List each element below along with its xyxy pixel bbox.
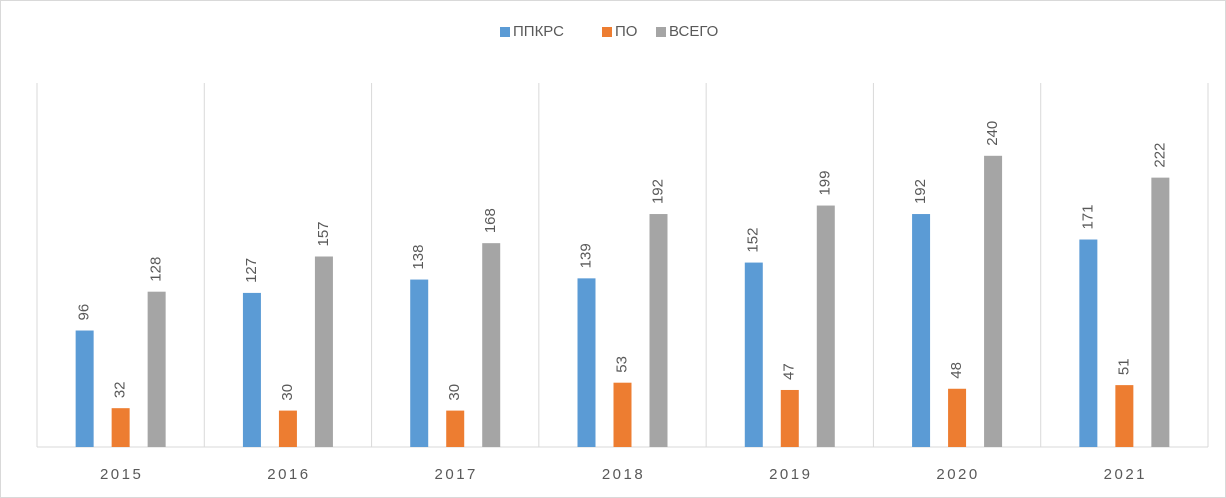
value-label: 240 [984, 121, 1001, 146]
x-tick-label: 2019 [769, 466, 812, 483]
x-tick-label: 2017 [435, 466, 478, 483]
value-label: 32 [112, 381, 129, 398]
value-label: 127 [243, 258, 260, 283]
bar [75, 330, 94, 447]
value-label: 128 [148, 257, 165, 282]
value-label: 192 [912, 179, 929, 204]
legend-label: ВСЕГО [669, 23, 718, 40]
legend-label: ПО [615, 23, 637, 40]
value-label: 139 [577, 243, 594, 268]
bar [446, 410, 465, 447]
value-label: 192 [649, 179, 666, 204]
bar [1151, 177, 1170, 447]
bar [242, 292, 261, 447]
legend-label: ППКРС [513, 23, 564, 40]
bar [780, 389, 799, 447]
x-tick-label: 2021 [1104, 466, 1147, 483]
bar [744, 262, 763, 447]
bar [577, 278, 596, 447]
value-label: 96 [76, 304, 93, 321]
value-label: 157 [315, 221, 332, 246]
x-tick-label: 2015 [100, 466, 143, 483]
bar [111, 408, 130, 447]
bar [482, 243, 501, 447]
value-label: 138 [410, 245, 427, 270]
value-label: 51 [1115, 358, 1132, 375]
bar [649, 214, 668, 447]
bar [613, 382, 632, 447]
value-label: 30 [446, 384, 463, 401]
legend-swatch [656, 27, 666, 37]
bar [410, 279, 429, 447]
bar [314, 256, 333, 447]
value-label: 30 [279, 384, 296, 401]
bar [816, 205, 835, 447]
x-tick-label: 2016 [267, 466, 310, 483]
bar [948, 388, 967, 447]
value-label: 53 [613, 356, 630, 373]
x-tick-label: 2020 [936, 466, 979, 483]
value-label: 47 [781, 363, 798, 380]
bar [278, 410, 297, 447]
value-label: 48 [948, 362, 965, 379]
value-label: 222 [1151, 143, 1168, 168]
bar [1079, 239, 1098, 447]
legend-swatch [602, 27, 612, 37]
bar [912, 214, 931, 447]
value-label: 168 [482, 208, 499, 233]
value-label: 199 [817, 171, 834, 196]
legend-swatch [500, 27, 510, 37]
bar [1115, 385, 1134, 447]
bar [984, 155, 1003, 448]
value-label: 171 [1079, 204, 1096, 229]
value-label: 152 [745, 228, 762, 253]
bar [147, 291, 166, 447]
x-tick-label: 2018 [602, 466, 645, 483]
